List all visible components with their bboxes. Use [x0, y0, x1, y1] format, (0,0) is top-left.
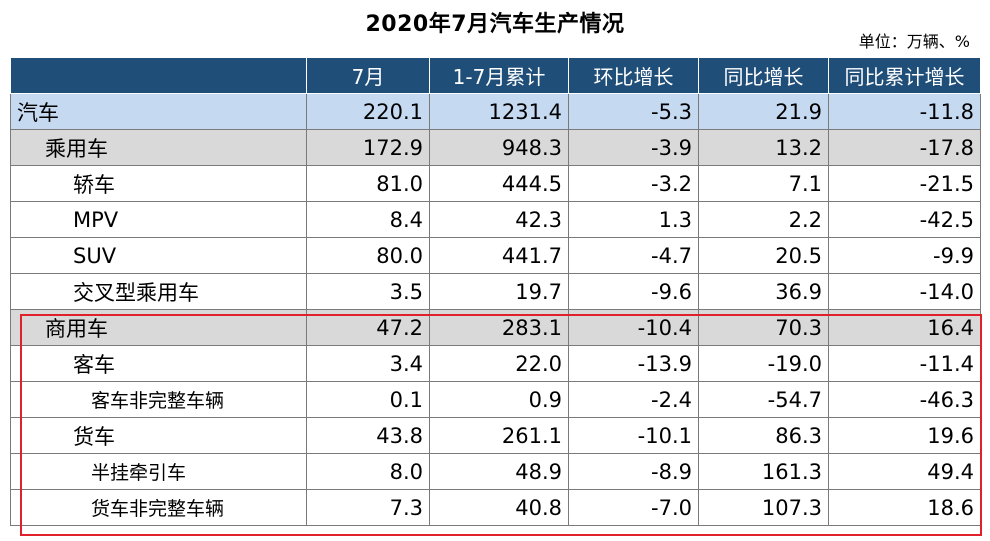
cell-july: 0.1: [306, 381, 430, 418]
cell-yoy-growth: -54.7: [698, 381, 829, 418]
row-category-label: 乘用车: [10, 129, 307, 166]
cell-cumulative: 948.3: [429, 129, 569, 166]
cell-mom-growth: -2.4: [568, 381, 699, 418]
cell-yoy-cumulative-growth: -21.5: [828, 165, 981, 202]
cell-yoy-growth: 107.3: [698, 489, 829, 526]
cell-july: 220.1: [306, 93, 430, 130]
cell-cumulative: 261.1: [429, 417, 569, 454]
cell-july: 172.9: [306, 129, 430, 166]
header-july: 7月: [306, 57, 430, 94]
cell-cumulative: 0.9: [429, 381, 569, 418]
cell-cumulative: 441.7: [429, 237, 569, 274]
cell-july: 43.8: [306, 417, 430, 454]
cell-yoy-growth: 161.3: [698, 453, 829, 490]
cell-yoy-cumulative-growth: -14.0: [828, 273, 981, 310]
table-row: 汽车 220.1 1231.4 -5.3 21.9 -11.8: [10, 93, 981, 130]
cell-yoy-cumulative-growth: -11.4: [828, 345, 981, 382]
cell-mom-growth: -3.2: [568, 165, 699, 202]
cell-mom-growth: -3.9: [568, 129, 699, 166]
row-category-label: 客车非完整车辆: [10, 381, 307, 418]
cell-yoy-cumulative-growth: 16.4: [828, 309, 981, 346]
cell-july: 81.0: [306, 165, 430, 202]
table-row: 货车 43.8 261.1 -10.1 86.3 19.6: [10, 417, 981, 454]
production-table: 7月 1-7月累计 环比增长 同比增长 同比累计增长 汽车 220.1 1231.4…: [10, 57, 981, 526]
table-row: 客车 3.4 22.0 -13.9 -19.0 -11.4: [10, 345, 981, 382]
cell-yoy-growth: 21.9: [698, 93, 829, 130]
cell-yoy-growth: 20.5: [698, 237, 829, 274]
cell-yoy-cumulative-growth: -17.8: [828, 129, 981, 166]
cell-yoy-growth: 13.2: [698, 129, 829, 166]
cell-yoy-cumulative-growth: -11.8: [828, 93, 981, 130]
table-row: SUV 80.0 441.7 -4.7 20.5 -9.9: [10, 237, 981, 274]
cell-mom-growth: -10.1: [568, 417, 699, 454]
cell-cumulative: 283.1: [429, 309, 569, 346]
header-mom-growth: 环比增长: [568, 57, 699, 94]
cell-cumulative: 444.5: [429, 165, 569, 202]
table-row: 交叉型乘用车 3.5 19.7 -9.6 36.9 -14.0: [10, 273, 981, 310]
cell-july: 3.4: [306, 345, 430, 382]
cell-cumulative: 1231.4: [429, 93, 569, 130]
cell-yoy-growth: -19.0: [698, 345, 829, 382]
header-blank: [10, 57, 307, 94]
header-yoy-growth: 同比增长: [698, 57, 829, 94]
table-header-row: 7月 1-7月累计 环比增长 同比增长 同比累计增长: [10, 57, 981, 94]
cell-yoy-cumulative-growth: -46.3: [828, 381, 981, 418]
unit-label: 单位：万辆、%: [858, 32, 970, 51]
cell-cumulative: 48.9: [429, 453, 569, 490]
cell-yoy-growth: 36.9: [698, 273, 829, 310]
cell-mom-growth: 1.3: [568, 201, 699, 238]
cell-yoy-cumulative-growth: -9.9: [828, 237, 981, 274]
table-row: 半挂牵引车 8.0 48.9 -8.9 161.3 49.4: [10, 453, 981, 490]
table-row: 轿车 81.0 444.5 -3.2 7.1 -21.5: [10, 165, 981, 202]
row-category-label: 货车非完整车辆: [10, 489, 307, 526]
row-category-label: MPV: [10, 201, 307, 238]
cell-mom-growth: -9.6: [568, 273, 699, 310]
cell-cumulative: 19.7: [429, 273, 569, 310]
row-category-label: 客车: [10, 345, 307, 382]
table-row: 货车非完整车辆 7.3 40.8 -7.0 107.3 18.6: [10, 489, 981, 526]
table-row: 商用车 47.2 283.1 -10.4 70.3 16.4: [10, 309, 981, 346]
cell-mom-growth: -7.0: [568, 489, 699, 526]
cell-yoy-cumulative-growth: 18.6: [828, 489, 981, 526]
cell-mom-growth: -13.9: [568, 345, 699, 382]
cell-yoy-growth: 7.1: [698, 165, 829, 202]
table-body: 汽车 220.1 1231.4 -5.3 21.9 -11.8 乘用车 172.9 948.3-…: [10, 93, 981, 526]
cell-yoy-cumulative-growth: 49.4: [828, 453, 981, 490]
row-category-label: 货车: [10, 417, 307, 454]
header-cumulative: 1-7月累计: [429, 57, 569, 94]
row-category-label: SUV: [10, 237, 307, 274]
cell-july: 80.0: [306, 237, 430, 274]
cell-yoy-growth: 70.3: [698, 309, 829, 346]
cell-cumulative: 22.0: [429, 345, 569, 382]
cell-july: 8.0: [306, 453, 430, 490]
cell-mom-growth: -5.3: [568, 93, 699, 130]
cell-july: 8.4: [306, 201, 430, 238]
cell-july: 47.2: [306, 309, 430, 346]
cell-july: 3.5: [306, 273, 430, 310]
header-yoy-cumulative-growth: 同比累计增长: [828, 57, 981, 94]
row-category-label: 半挂牵引车: [10, 453, 307, 490]
row-category-label: 轿车: [10, 165, 307, 202]
table-row: 客车非完整车辆 0.1 0.9 -2.4 -54.7 -46.3: [10, 381, 981, 418]
cell-mom-growth: -10.4: [568, 309, 699, 346]
table-row: 乘用车 172.9 948.3 -3.9 13.2 -17.8: [10, 129, 981, 166]
row-category-label: 汽车: [10, 93, 307, 130]
cell-yoy-cumulative-growth: -42.5: [828, 201, 981, 238]
row-category-label: 交叉型乘用车: [10, 273, 307, 310]
table-row: MPV 8.4 42.3 1.3 2.2 -42.5: [10, 201, 981, 238]
cell-yoy-cumulative-growth: 19.6: [828, 417, 981, 454]
cell-cumulative: 40.8: [429, 489, 569, 526]
row-category-label: 商用车: [10, 309, 307, 346]
page-title: 2020年7月汽车生产情况: [365, 12, 625, 37]
cell-july: 7.3: [306, 489, 430, 526]
cell-yoy-growth: 2.2: [698, 201, 829, 238]
cell-mom-growth: -4.7: [568, 237, 699, 274]
cell-yoy-growth: 86.3: [698, 417, 829, 454]
cell-cumulative: 42.3: [429, 201, 569, 238]
cell-mom-growth: -8.9: [568, 453, 699, 490]
